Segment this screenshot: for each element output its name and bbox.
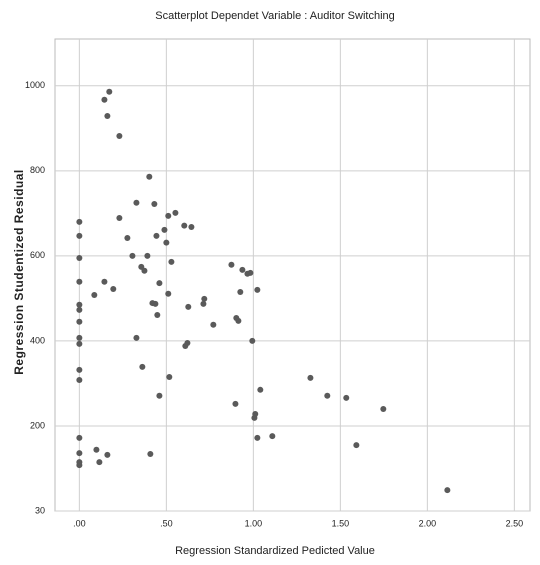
point bbox=[235, 317, 242, 324]
point bbox=[104, 112, 111, 119]
point bbox=[254, 286, 261, 293]
point bbox=[324, 392, 331, 399]
y-tick-label: 30 bbox=[35, 505, 45, 515]
point bbox=[133, 199, 140, 206]
point bbox=[343, 394, 350, 401]
point bbox=[200, 300, 207, 307]
point bbox=[76, 434, 83, 441]
point bbox=[106, 88, 113, 95]
point bbox=[239, 266, 246, 273]
point bbox=[76, 218, 83, 225]
point bbox=[76, 450, 83, 457]
point bbox=[104, 451, 111, 458]
point bbox=[247, 269, 254, 276]
point bbox=[76, 366, 83, 373]
point bbox=[129, 252, 136, 259]
x-axis-title: Regression Standardized Pedicted Value bbox=[175, 545, 375, 557]
point bbox=[101, 278, 108, 285]
point bbox=[153, 232, 160, 239]
y-tick-label: 400 bbox=[30, 335, 45, 345]
point bbox=[116, 215, 123, 222]
point bbox=[165, 212, 172, 219]
point bbox=[165, 290, 172, 297]
plot-area bbox=[54, 38, 531, 512]
point bbox=[76, 306, 83, 313]
y-tick-label: 800 bbox=[30, 165, 45, 175]
point bbox=[141, 267, 148, 274]
point bbox=[184, 340, 191, 347]
point bbox=[201, 295, 208, 302]
point bbox=[380, 405, 387, 412]
point bbox=[76, 340, 83, 347]
point bbox=[147, 451, 154, 458]
x-tick-label: .50 bbox=[160, 518, 173, 528]
point bbox=[76, 334, 83, 341]
y-axis-title: Regression Studentized Residual bbox=[12, 169, 26, 375]
point bbox=[161, 226, 168, 233]
point bbox=[252, 411, 259, 418]
point bbox=[76, 232, 83, 239]
point bbox=[232, 400, 239, 407]
point bbox=[172, 209, 179, 216]
point bbox=[101, 96, 108, 103]
point bbox=[76, 462, 83, 469]
y-tick-label: 600 bbox=[30, 250, 45, 260]
point bbox=[91, 291, 98, 298]
point bbox=[237, 289, 244, 296]
point bbox=[96, 459, 103, 466]
point bbox=[146, 173, 153, 180]
point bbox=[133, 334, 140, 341]
point bbox=[166, 374, 173, 381]
point bbox=[151, 200, 158, 207]
x-tick-label: 1.50 bbox=[332, 518, 350, 528]
point bbox=[76, 377, 83, 384]
x-tick-label: 1.00 bbox=[245, 518, 263, 528]
point bbox=[76, 301, 83, 308]
point bbox=[249, 337, 256, 344]
point bbox=[257, 386, 264, 393]
x-tick-label: 2.00 bbox=[419, 518, 437, 528]
point bbox=[139, 363, 146, 370]
point bbox=[93, 446, 100, 453]
point bbox=[76, 318, 83, 325]
point bbox=[168, 258, 175, 265]
point bbox=[154, 311, 161, 318]
chart-title: Scatterplot Dependet Variable : Auditor … bbox=[155, 10, 395, 22]
point bbox=[228, 261, 235, 268]
x-tick-label: 2.50 bbox=[506, 518, 524, 528]
point bbox=[156, 280, 163, 287]
point bbox=[188, 223, 195, 230]
x-tick-label: .00 bbox=[73, 518, 86, 528]
point bbox=[185, 303, 192, 310]
point bbox=[444, 487, 451, 494]
point bbox=[210, 321, 217, 328]
point bbox=[152, 300, 159, 307]
point bbox=[76, 254, 83, 261]
point bbox=[163, 239, 170, 246]
point bbox=[144, 252, 151, 259]
point bbox=[110, 286, 117, 293]
point bbox=[181, 222, 188, 229]
point bbox=[116, 132, 123, 139]
point bbox=[353, 442, 360, 449]
point bbox=[307, 374, 314, 381]
point bbox=[156, 392, 163, 399]
y-tick-label: 1000 bbox=[25, 80, 45, 90]
point bbox=[124, 235, 131, 242]
point bbox=[76, 278, 83, 285]
point bbox=[254, 434, 261, 441]
y-tick-label: 200 bbox=[30, 420, 45, 430]
point bbox=[269, 433, 276, 440]
